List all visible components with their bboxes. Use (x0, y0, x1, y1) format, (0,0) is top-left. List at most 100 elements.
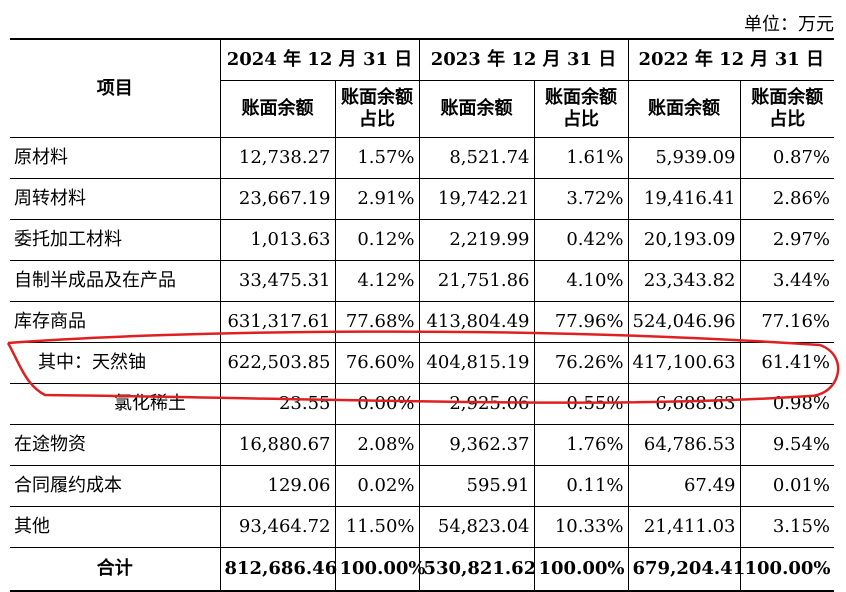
cell-value: 530,821.62 (418, 547, 536, 592)
cell-value: 0.42% (533, 219, 629, 261)
cell-value: 9.54% (739, 424, 834, 466)
cell-value: 23,343.82 (627, 260, 741, 302)
row-label: 氯化稀土 (10, 383, 221, 425)
header-ratio: 账面余额占比 (334, 80, 420, 138)
cell-value: 0.87% (739, 137, 834, 179)
header-period-2023: 2023 年 12 月 31 日 (418, 38, 629, 81)
table-row: 周转材料 23,667.19 2.91% 19,742.21 3.72% 19,416.4… (10, 178, 834, 220)
cell-value: 64,786.53 (627, 424, 741, 466)
cell-value: 2.08% (334, 424, 420, 466)
header-item: 项目 (10, 38, 221, 138)
table-row: 其他 93,464.72 11.50% 54,823.04 10.33% 21,411.0… (10, 506, 834, 548)
header-ratio: 账面余额占比 (533, 80, 629, 138)
cell-value: 622,503.85 (219, 342, 336, 384)
cell-value: 10.33% (533, 506, 629, 548)
cell-value: 100.00% (334, 547, 426, 592)
cell-value: 93,464.72 (219, 506, 336, 548)
cell-value: 679,204.41 (627, 547, 745, 592)
table-row: 氯化稀土 23.55 0.00% 2,925.06 0.55% 6,688.63 0.98% (10, 383, 834, 425)
cell-value: 1.76% (533, 424, 629, 466)
table-row: 库存商品 631,317.61 77.68% 413,804.49 77.96% 524,… (10, 301, 834, 343)
cell-value: 0.02% (334, 465, 420, 507)
cell-value: 0.01% (739, 465, 834, 507)
cell-value: 2.97% (739, 219, 834, 261)
row-label: 周转材料 (10, 178, 221, 220)
row-label: 合同履约成本 (10, 465, 221, 507)
cell-value: 129.06 (219, 465, 336, 507)
header-balance: 账面余额 (418, 80, 535, 138)
inventory-table: 项目 2024 年 12 月 31 日 2023 年 12 月 31 日 202… (10, 38, 834, 592)
header-ratio: 账面余额占比 (739, 80, 834, 138)
cell-value: 23.55 (219, 383, 336, 425)
row-label: 自制半成品及在产品 (10, 260, 221, 302)
cell-value: 404,815.19 (418, 342, 535, 384)
cell-value: 3.72% (533, 178, 629, 220)
cell-value: 417,100.63 (627, 342, 741, 384)
cell-value: 4.12% (334, 260, 420, 302)
cell-value: 77.68% (334, 301, 420, 343)
cell-value: 20,193.09 (627, 219, 741, 261)
cell-value: 11.50% (334, 506, 420, 548)
cell-value: 9,362.37 (418, 424, 535, 466)
cell-value: 21,411.03 (627, 506, 741, 548)
cell-value: 2,219.99 (418, 219, 535, 261)
cell-value: 33,475.31 (219, 260, 336, 302)
cell-value: 0.12% (334, 219, 420, 261)
cell-value: 19,416.41 (627, 178, 741, 220)
cell-value: 6,688.63 (627, 383, 741, 425)
cell-value: 2.86% (739, 178, 834, 220)
cell-value: 1.61% (533, 137, 629, 179)
table-row: 其中：天然铀 622,503.85 76.60% 404,815.19 76.26% 41… (10, 342, 834, 384)
cell-value: 413,804.49 (418, 301, 535, 343)
cell-value: 77.96% (533, 301, 629, 343)
cell-value: 77.16% (739, 301, 834, 343)
cell-value: 21,751.86 (418, 260, 535, 302)
cell-value: 3.44% (739, 260, 834, 302)
cell-value: 0.55% (533, 383, 629, 425)
table-row: 委托加工材料 1,013.63 0.12% 2,219.99 0.42% 20,193.0… (10, 219, 834, 261)
row-label: 其他 (10, 506, 221, 548)
header-period-2022: 2022 年 12 月 31 日 (627, 38, 834, 81)
cell-value: 595.91 (418, 465, 535, 507)
cell-value: 8,521.74 (418, 137, 535, 179)
cell-value: 1,013.63 (219, 219, 336, 261)
row-label: 委托加工材料 (10, 219, 221, 261)
cell-value: 23,667.19 (219, 178, 336, 220)
cell-value: 3.15% (739, 506, 834, 548)
row-label: 原材料 (10, 137, 221, 179)
cell-value: 1.57% (334, 137, 420, 179)
cell-value: 54,823.04 (418, 506, 535, 548)
cell-value: 2.91% (334, 178, 420, 220)
cell-value: 524,046.96 (627, 301, 741, 343)
table-row: 自制半成品及在产品 33,475.31 4.12% 21,751.86 4.10% 23,… (10, 260, 834, 302)
cell-value: 100.00% (533, 547, 629, 592)
cell-value: 67.49 (627, 465, 741, 507)
cell-value: 76.26% (533, 342, 629, 384)
header-balance: 账面余额 (627, 80, 741, 138)
cell-value: 812,686.46 (219, 547, 337, 592)
table-row-total: 合计 812,686.46 100.00% 530,821.62 100.00%… (10, 547, 834, 592)
cell-value: 12,738.27 (219, 137, 336, 179)
unit-label: 单位：万元 (744, 14, 834, 35)
cell-value: 0.00% (334, 383, 420, 425)
header-balance: 账面余额 (220, 80, 336, 138)
cell-value: 76.60% (334, 342, 420, 384)
row-label: 库存商品 (10, 301, 221, 343)
cell-value: 2,925.06 (418, 383, 535, 425)
cell-value: 61.41% (739, 342, 834, 384)
row-label: 在途物资 (10, 424, 221, 466)
table-row: 在途物资 16,880.67 2.08% 9,362.37 1.76% 64,786.53… (10, 424, 834, 466)
table-row: 原材料 12,738.27 1.57% 8,521.74 1.61% 5,939.09 0.… (10, 137, 834, 179)
cell-value: 0.11% (533, 465, 629, 507)
cell-value: 631,317.61 (219, 301, 336, 343)
table-row: 合同履约成本 129.06 0.02% 595.91 0.11% 67.49 0.01% (10, 465, 834, 507)
row-label: 其中：天然铀 (10, 342, 221, 384)
header-period-2024: 2024 年 12 月 31 日 (219, 38, 420, 81)
cell-value: 16,880.67 (219, 424, 336, 466)
row-label: 合计 (10, 547, 221, 592)
cell-value: 0.98% (739, 383, 834, 425)
cell-value: 4.10% (533, 260, 629, 302)
cell-value: 5,939.09 (627, 137, 741, 179)
cell-value: 100.00% (739, 547, 834, 592)
cell-value: 19,742.21 (418, 178, 535, 220)
